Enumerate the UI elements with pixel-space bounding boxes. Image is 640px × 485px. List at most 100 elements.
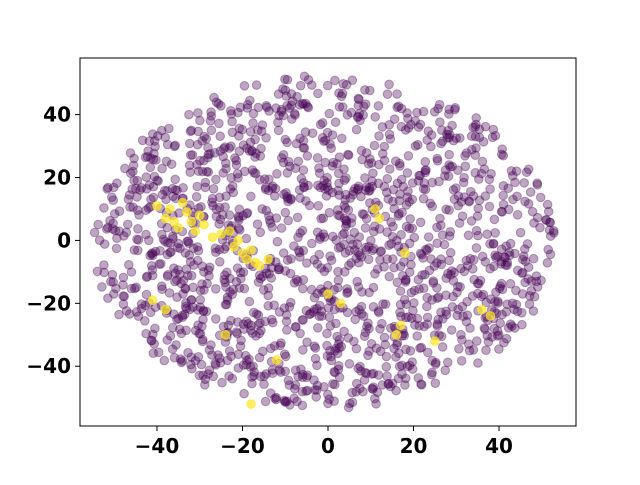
data-point-majority — [132, 192, 142, 202]
data-point-majority — [441, 306, 451, 317]
data-point-majority — [194, 370, 205, 381]
data-point-majority — [227, 116, 237, 127]
data-point-majority — [495, 318, 506, 328]
data-point-majority — [240, 166, 250, 177]
data-point-majority — [379, 181, 390, 192]
data-point-minority — [199, 219, 209, 230]
data-point-majority — [304, 309, 315, 320]
data-point-majority — [123, 194, 134, 205]
data-point-majority — [426, 369, 437, 380]
data-point-majority — [473, 203, 484, 214]
data-point-majority — [254, 328, 265, 339]
data-point-majority — [453, 281, 463, 292]
data-point-majority — [226, 351, 236, 362]
data-point-majority — [286, 193, 296, 204]
data-point-majority — [447, 302, 458, 312]
data-point-majority — [395, 307, 405, 318]
data-point-majority — [500, 260, 511, 270]
data-point-majority — [156, 125, 167, 136]
data-point-majority — [158, 234, 169, 245]
data-point-majority — [198, 314, 208, 325]
data-point-majority — [126, 267, 137, 277]
data-point-majority — [125, 168, 136, 178]
data-point-majority — [232, 169, 243, 179]
data-point-majority — [334, 361, 344, 371]
data-point-majority — [211, 211, 222, 222]
data-point-majority — [279, 303, 290, 313]
data-point-majority — [341, 80, 352, 90]
data-point-majority — [249, 370, 259, 381]
data-point-majority — [443, 268, 453, 279]
data-point-majority — [279, 349, 290, 360]
data-point-majority — [203, 369, 214, 379]
data-point-majority — [254, 270, 265, 281]
data-point-majority — [214, 219, 224, 229]
data-point-majority — [120, 163, 130, 174]
data-point-majority — [238, 210, 248, 221]
data-point-majority — [330, 379, 340, 390]
data-point-minority — [477, 304, 487, 315]
data-point-majority — [351, 306, 361, 317]
data-point-majority — [278, 157, 289, 168]
data-point-minority — [182, 207, 192, 217]
data-point-majority — [142, 271, 153, 282]
data-point-majority — [247, 378, 257, 389]
data-point-majority — [544, 225, 555, 235]
data-point-majority — [434, 99, 445, 110]
data-point-majority — [396, 230, 407, 240]
data-point-majority — [333, 243, 344, 253]
data-point-majority — [334, 152, 345, 162]
data-point-majority — [466, 216, 477, 226]
data-point-majority — [114, 309, 124, 320]
data-point-majority — [420, 157, 431, 167]
data-point-majority — [427, 355, 438, 366]
data-point-majority — [403, 151, 414, 161]
data-point-majority — [148, 129, 158, 139]
data-point-minority — [233, 235, 243, 246]
data-point-majority — [365, 154, 375, 164]
data-point-majority — [175, 354, 186, 364]
data-point-majority — [247, 146, 257, 156]
data-point-majority — [185, 257, 196, 267]
data-point-majority — [397, 270, 408, 281]
data-point-majority — [273, 125, 284, 136]
data-point-majority — [490, 250, 500, 260]
data-point-majority — [241, 316, 252, 327]
data-point-minority — [177, 197, 188, 208]
data-point-majority — [488, 124, 499, 135]
data-point-majority — [211, 174, 221, 185]
data-point-majority — [193, 320, 203, 331]
data-point-majority — [520, 196, 530, 207]
data-point-majority — [157, 189, 168, 200]
data-point-majority — [387, 378, 398, 389]
data-point-majority — [383, 194, 394, 204]
data-point-majority — [422, 301, 432, 312]
data-point-majority — [107, 269, 118, 280]
data-point-majority — [361, 242, 371, 253]
data-point-majority — [342, 307, 353, 318]
data-point-majority — [399, 257, 409, 267]
data-point-majority — [251, 80, 262, 90]
data-point-majority — [133, 311, 144, 322]
data-point-majority — [517, 289, 528, 299]
data-point-majority — [393, 211, 404, 221]
data-point-majority — [200, 182, 211, 193]
data-point-majority — [450, 104, 460, 115]
data-point-minority — [224, 226, 235, 236]
data-point-majority — [203, 142, 213, 153]
data-point-majority — [216, 101, 226, 111]
data-point-majority — [396, 103, 407, 114]
data-point-majority — [298, 99, 309, 109]
data-point-majority — [542, 199, 553, 210]
data-point-majority — [140, 316, 150, 326]
data-point-majority — [384, 271, 395, 282]
data-point-majority — [396, 174, 407, 185]
data-point-majority — [333, 168, 344, 179]
data-point-majority — [496, 244, 507, 255]
data-point-majority — [332, 331, 342, 342]
data-point-majority — [295, 80, 306, 91]
data-point-majority — [108, 195, 118, 205]
data-point-majority — [403, 123, 414, 133]
x-tick-label: 0 — [321, 434, 335, 458]
data-point-majority — [404, 197, 415, 207]
